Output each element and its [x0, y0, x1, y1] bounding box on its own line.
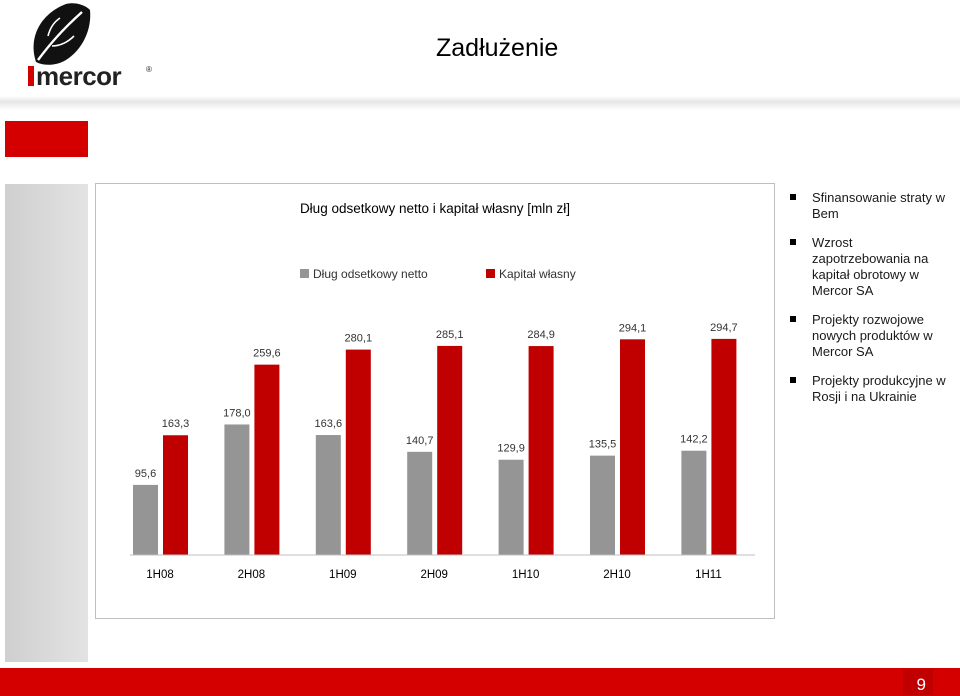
- data-label: 294,7: [710, 322, 738, 334]
- debt-bar: [407, 451, 433, 555]
- bullet-item: Sfinansowanie straty w Bem: [790, 190, 950, 222]
- bullet-item: Wzrost zapotrzebowania na kapitał obroto…: [790, 235, 950, 299]
- logo-wordmark: mercor: [36, 61, 122, 91]
- data-label: 285,1: [436, 329, 464, 341]
- x-tick-label: 2H09: [420, 569, 448, 581]
- bullet-icon: [790, 316, 796, 322]
- data-label: 280,1: [345, 333, 373, 345]
- equity-bar: [437, 345, 463, 555]
- equity-bar: [711, 338, 737, 555]
- bullet-list: Sfinansowanie straty w Bem Wzrost zapotr…: [790, 190, 950, 418]
- debt-bar: [315, 435, 341, 555]
- debt-equity-chart: Dług odsetkowy netto i kapitał własny [m…: [130, 201, 755, 581]
- footer-bar: [0, 668, 960, 696]
- mercor-logo: mercor ®: [28, 3, 152, 91]
- data-label: 294,1: [619, 322, 647, 334]
- x-tick-label: 1H11: [695, 569, 722, 581]
- equity-bar: [528, 346, 554, 555]
- debt-bar: [224, 424, 250, 555]
- equity-bar: [254, 364, 280, 555]
- debt-bar: [133, 484, 158, 555]
- chart-frame: [95, 183, 775, 619]
- data-label: 178,0: [223, 407, 251, 419]
- header-divider: [0, 96, 960, 110]
- data-label: 129,9: [497, 443, 525, 455]
- data-label: 163,3: [162, 418, 190, 430]
- bullet-item: Projekty rozwojowe nowych produktów w Me…: [790, 312, 950, 360]
- data-label: 135,5: [589, 439, 617, 451]
- svg-text:®: ®: [146, 65, 152, 74]
- side-panel: [5, 184, 88, 662]
- x-tick-label: 1H08: [146, 569, 174, 581]
- data-label: 140,7: [406, 435, 434, 447]
- data-label: 95,6: [135, 468, 156, 480]
- legend-label: Dług odsetkowy netto: [313, 267, 428, 281]
- debt-bar: [681, 450, 707, 555]
- data-label: 259,6: [253, 348, 281, 360]
- x-tick-label: 2H08: [238, 569, 266, 581]
- legend-swatch: [300, 269, 309, 278]
- x-tick-label: 1H09: [329, 569, 357, 581]
- debt-bar: [590, 455, 615, 555]
- data-label: 163,6: [315, 418, 343, 430]
- x-tick-label: 2H10: [603, 569, 631, 581]
- legend-label: Kapitał własny: [499, 267, 576, 281]
- data-label: 142,2: [680, 434, 708, 446]
- debt-bar: [498, 459, 524, 555]
- bullet-icon: [790, 194, 796, 200]
- page-number: 9: [916, 675, 926, 694]
- page-number-box: [903, 669, 933, 695]
- accent-block: [5, 121, 88, 157]
- equity-bar: [620, 339, 645, 555]
- data-label: 284,9: [527, 329, 555, 341]
- bullet-icon: [790, 239, 796, 245]
- equity-bar: [345, 349, 371, 555]
- legend-swatch: [486, 269, 495, 278]
- x-tick-label: 1H10: [512, 569, 539, 581]
- equity-bar: [163, 435, 188, 555]
- bullet-icon: [790, 377, 796, 383]
- page-title: Zadłużenie: [436, 34, 559, 62]
- bullet-item: Projekty produkcyjne w Rosji i na Ukrain…: [790, 373, 950, 405]
- chart-title: Dług odsetkowy netto i kapitał własny [m…: [300, 201, 570, 216]
